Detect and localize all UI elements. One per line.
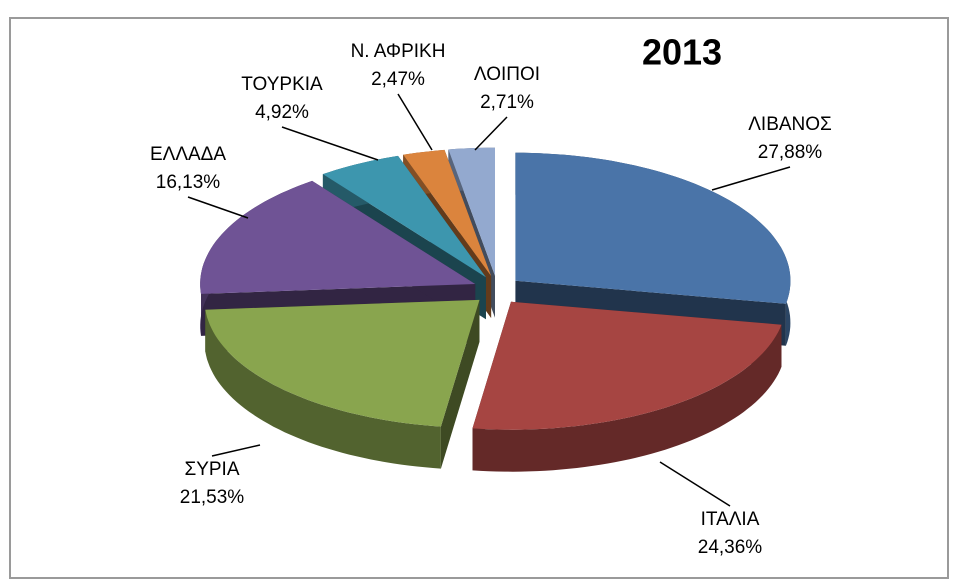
- slice: [515, 152, 791, 304]
- chart-title: 2013: [642, 32, 722, 73]
- leader-line: [397, 93, 433, 151]
- category-label: ΕΛΛΑΔΑ: [150, 144, 226, 165]
- slice: [403, 149, 492, 276]
- slice-side: [472, 324, 782, 472]
- value-label: 21,53%: [180, 487, 245, 508]
- category-label: ΛΟΙΠΟΙ: [474, 64, 540, 85]
- value-label: 4,92%: [255, 102, 309, 123]
- leader-line: [659, 461, 731, 507]
- category-label: Ν. ΑΦΡΙΚΗ: [351, 41, 446, 62]
- leader-line: [711, 166, 791, 191]
- value-label: 27,88%: [758, 142, 823, 163]
- category-label: ΣΥΡΙΑ: [184, 459, 239, 480]
- slice: [472, 301, 782, 430]
- category-label: ΙΤΑΛΙΑ: [701, 509, 760, 530]
- pie: [200, 147, 791, 472]
- leader-line: [474, 116, 508, 151]
- leader-line: [281, 126, 379, 161]
- slice-side: [205, 309, 441, 469]
- value-label: 16,13%: [156, 172, 221, 193]
- leader-line: [187, 196, 249, 219]
- value-label: 24,36%: [698, 537, 763, 558]
- slice: [448, 147, 495, 276]
- slice: [322, 155, 486, 278]
- category-label: ΛΙΒΑΝΟΣ: [748, 114, 832, 135]
- value-label: 2,47%: [371, 69, 425, 90]
- slice: [205, 299, 480, 427]
- value-label: 2,71%: [480, 92, 534, 113]
- slice: [200, 180, 476, 294]
- leader-line: [211, 444, 261, 457]
- category-label: ΤΟΥΡΚΙΑ: [241, 74, 323, 95]
